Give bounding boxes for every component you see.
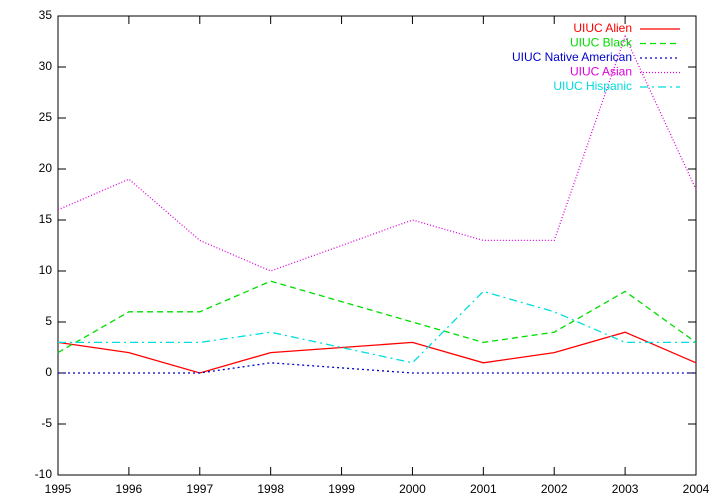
series-line bbox=[57, 331, 697, 374]
series-line bbox=[58, 290, 696, 364]
legend-label: UIUC Hispanic bbox=[553, 79, 632, 93]
x-tick-label: 2000 bbox=[399, 482, 426, 496]
legend-label: UIUC Black bbox=[570, 36, 633, 50]
y-tick-label: 15 bbox=[39, 212, 53, 226]
y-tick-label: -10 bbox=[35, 467, 53, 481]
x-tick-label: 1999 bbox=[328, 482, 355, 496]
x-tick-label: 1998 bbox=[257, 482, 284, 496]
x-tick-label: 2003 bbox=[612, 482, 639, 496]
x-tick-label: 2002 bbox=[541, 482, 568, 496]
series-line bbox=[57, 280, 697, 354]
x-tick-label: 1996 bbox=[116, 482, 143, 496]
x-tick-label: 1995 bbox=[45, 482, 72, 496]
x-tick-label: 1997 bbox=[186, 482, 213, 496]
y-tick-label: 20 bbox=[39, 161, 53, 175]
x-tick-label: 2004 bbox=[683, 482, 710, 496]
legend-label: UIUC Native American bbox=[512, 50, 632, 64]
y-tick-label: 0 bbox=[45, 365, 52, 379]
legend-label: UIUC Asian bbox=[570, 65, 632, 79]
y-tick-label: -5 bbox=[41, 416, 52, 430]
plot-frame bbox=[57, 15, 697, 476]
series-line bbox=[58, 362, 696, 374]
y-tick-label: 10 bbox=[39, 263, 53, 277]
y-tick-label: 5 bbox=[45, 314, 52, 328]
y-tick-label: 30 bbox=[39, 59, 53, 73]
legend-label: UIUC Alien bbox=[573, 21, 632, 35]
series-line bbox=[57, 34, 697, 272]
x-tick-label: 2001 bbox=[470, 482, 497, 496]
y-tick-label: 25 bbox=[39, 110, 53, 124]
y-tick-label: 35 bbox=[39, 8, 53, 22]
